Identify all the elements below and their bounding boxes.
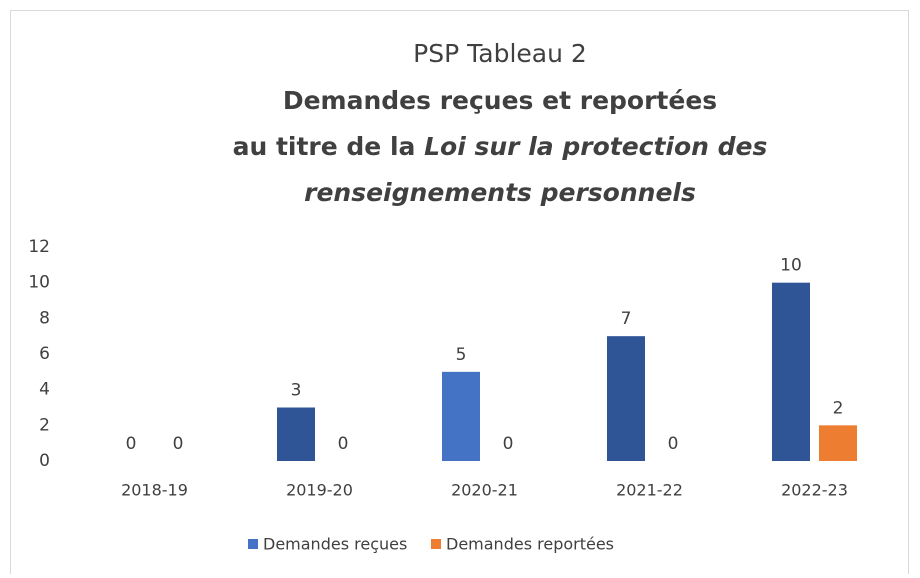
data-label: 0	[503, 434, 514, 454]
chart-subtitle: Demandes reçues et reportées	[283, 86, 717, 115]
legend-label: Demandes reportées	[446, 535, 614, 554]
y-tick-label: 6	[39, 344, 50, 364]
bar	[607, 336, 645, 461]
y-tick-label: 4	[39, 380, 50, 400]
data-label: 0	[126, 434, 137, 454]
bar	[442, 371, 480, 461]
y-tick-label: 0	[39, 451, 50, 471]
x-tick-label: 2018-19	[121, 481, 188, 500]
data-label: 0	[173, 434, 184, 454]
bar	[277, 407, 315, 461]
data-label: 7	[621, 309, 632, 329]
bar	[772, 282, 810, 461]
y-tick-label: 10	[28, 273, 50, 293]
data-label: 2	[833, 398, 844, 418]
chart-subtitle: au titre de la Loi sur la protection des	[233, 132, 768, 161]
y-tick-label: 8	[39, 308, 50, 328]
y-tick-label: 12	[28, 237, 50, 257]
bar	[819, 425, 857, 461]
x-tick-label: 2021-22	[616, 481, 683, 500]
data-label: 0	[338, 434, 349, 454]
data-label: 0	[668, 434, 679, 454]
subtitle-segment: Demandes reçues et reportées	[283, 86, 717, 115]
x-tick-label: 2020-21	[451, 481, 518, 500]
chart-title: PSP Tableau 2	[413, 39, 587, 68]
subtitle-segment: renseignements personnels	[304, 178, 696, 207]
legend-label: Demandes reçues	[263, 535, 407, 554]
data-label: 5	[456, 345, 467, 365]
data-label: 3	[291, 381, 302, 401]
data-label: 10	[780, 256, 802, 276]
chart-subtitle: renseignements personnels	[304, 178, 696, 207]
subtitle-segment: au titre de la	[233, 132, 425, 161]
x-tick-label: 2022-23	[781, 481, 848, 500]
x-tick-label: 2019-20	[286, 481, 353, 500]
y-tick-label: 2	[39, 415, 50, 435]
subtitle-segment: Loi sur la protection des	[424, 132, 767, 161]
chart-frame	[10, 10, 909, 578]
legend-swatch	[431, 539, 441, 549]
legend-swatch	[248, 539, 258, 549]
